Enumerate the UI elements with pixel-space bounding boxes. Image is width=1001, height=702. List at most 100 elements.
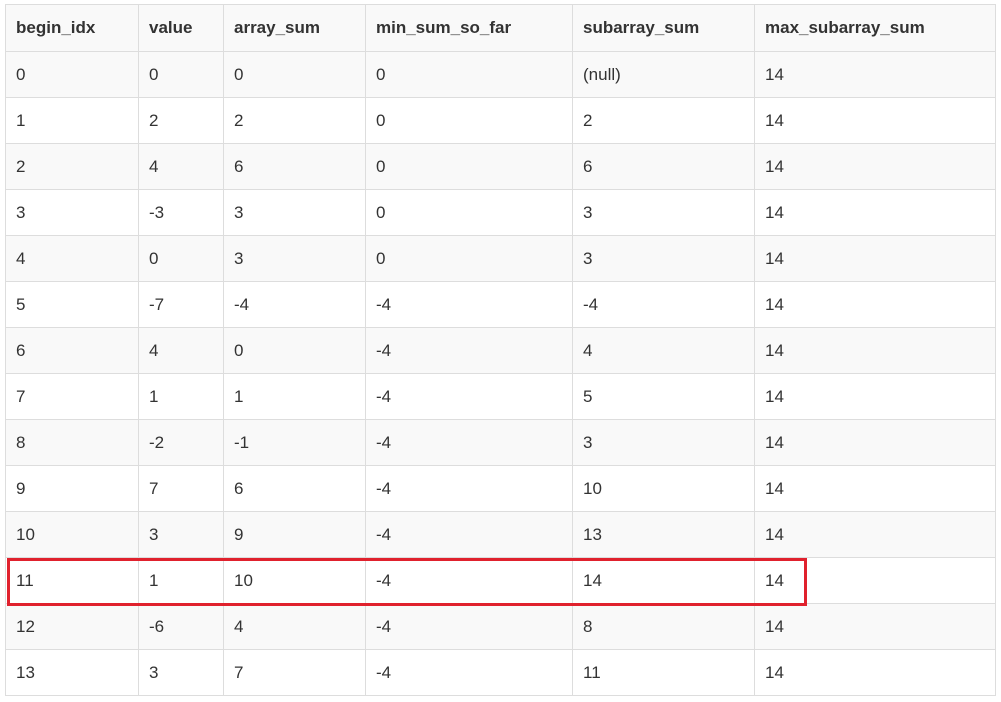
cell-min-sum-so-far: -4 — [365, 649, 573, 696]
cell-value: -7 — [138, 281, 224, 328]
cell-array-sum: 0 — [223, 51, 366, 98]
table-row: 7 1 1 -4 5 14 — [5, 373, 996, 420]
cell-array-sum: -4 — [223, 281, 366, 328]
table-row: 4 0 3 0 3 14 — [5, 235, 996, 282]
cell-begin-idx: 13 — [5, 649, 139, 696]
cell-begin-idx: 5 — [5, 281, 139, 328]
cell-max-subarray-sum: 14 — [754, 281, 996, 328]
cell-array-sum: 6 — [223, 143, 366, 190]
cell-subarray-sum: 3 — [572, 235, 755, 282]
cell-value: 3 — [138, 511, 224, 558]
cell-array-sum: 9 — [223, 511, 366, 558]
results-table-container: begin_idx value array_sum min_sum_so_far… — [5, 4, 996, 696]
cell-subarray-sum: 5 — [572, 373, 755, 420]
cell-value: 1 — [138, 557, 224, 604]
cell-array-sum: 2 — [223, 97, 366, 144]
cell-max-subarray-sum: 14 — [754, 603, 996, 650]
column-header-max-subarray-sum: max_subarray_sum — [754, 4, 996, 52]
table-row: 1 2 2 0 2 14 — [5, 97, 996, 144]
cell-array-sum: 3 — [223, 235, 366, 282]
cell-min-sum-so-far: -4 — [365, 511, 573, 558]
cell-value: 0 — [138, 51, 224, 98]
cell-array-sum: 10 — [223, 557, 366, 604]
cell-begin-idx: 9 — [5, 465, 139, 512]
cell-subarray-sum: 3 — [572, 189, 755, 236]
cell-value: 4 — [138, 143, 224, 190]
table-row: 2 4 6 0 6 14 — [5, 143, 996, 190]
cell-subarray-sum: (null) — [572, 51, 755, 98]
cell-subarray-sum: 8 — [572, 603, 755, 650]
cell-min-sum-so-far: -4 — [365, 373, 573, 420]
cell-value: 2 — [138, 97, 224, 144]
cell-array-sum: 3 — [223, 189, 366, 236]
cell-min-sum-so-far: -4 — [365, 327, 573, 374]
cell-subarray-sum: 6 — [572, 143, 755, 190]
cell-subarray-sum: 4 — [572, 327, 755, 374]
cell-max-subarray-sum: 14 — [754, 235, 996, 282]
cell-begin-idx: 2 — [5, 143, 139, 190]
cell-subarray-sum: 11 — [572, 649, 755, 696]
cell-begin-idx: 10 — [5, 511, 139, 558]
cell-max-subarray-sum: 14 — [754, 97, 996, 144]
cell-min-sum-so-far: 0 — [365, 51, 573, 98]
table-body: 0 0 0 0 (null) 14 1 2 2 0 2 14 2 4 6 0 6 14 3 -3 3 0 3 14 4 0 3 0 3 1… — [5, 51, 996, 696]
cell-subarray-sum: 3 — [572, 419, 755, 466]
table-row: 13 3 7 -4 11 14 — [5, 649, 996, 696]
table-row: 10 3 9 -4 13 14 — [5, 511, 996, 558]
cell-begin-idx: 6 — [5, 327, 139, 374]
cell-min-sum-so-far: -4 — [365, 419, 573, 466]
table-row: 12 -6 4 -4 8 14 — [5, 603, 996, 650]
column-header-value: value — [138, 4, 224, 52]
column-header-array-sum: array_sum — [223, 4, 366, 52]
cell-value: 7 — [138, 465, 224, 512]
cell-subarray-sum: 13 — [572, 511, 755, 558]
cell-begin-idx: 12 — [5, 603, 139, 650]
cell-begin-idx: 11 — [5, 557, 139, 604]
cell-value: -6 — [138, 603, 224, 650]
cell-array-sum: 7 — [223, 649, 366, 696]
table-row: 9 7 6 -4 10 14 — [5, 465, 996, 512]
table-row: 5 -7 -4 -4 -4 14 — [5, 281, 996, 328]
cell-max-subarray-sum: 14 — [754, 649, 996, 696]
cell-min-sum-so-far: 0 — [365, 143, 573, 190]
cell-min-sum-so-far: 0 — [365, 189, 573, 236]
cell-array-sum: -1 — [223, 419, 366, 466]
cell-min-sum-so-far: 0 — [365, 235, 573, 282]
table-row-highlighted: 11 1 10 -4 14 14 — [5, 557, 996, 604]
cell-max-subarray-sum: 14 — [754, 465, 996, 512]
column-header-begin-idx: begin_idx — [5, 4, 139, 52]
cell-begin-idx: 4 — [5, 235, 139, 282]
cell-max-subarray-sum: 14 — [754, 373, 996, 420]
cell-min-sum-so-far: -4 — [365, 281, 573, 328]
cell-begin-idx: 3 — [5, 189, 139, 236]
cell-array-sum: 4 — [223, 603, 366, 650]
cell-max-subarray-sum: 14 — [754, 419, 996, 466]
table-header-row: begin_idx value array_sum min_sum_so_far… — [5, 4, 996, 52]
column-header-min-sum-so-far: min_sum_so_far — [365, 4, 573, 52]
table-row: 6 4 0 -4 4 14 — [5, 327, 996, 374]
column-header-subarray-sum: subarray_sum — [572, 4, 755, 52]
cell-begin-idx: 8 — [5, 419, 139, 466]
cell-subarray-sum: -4 — [572, 281, 755, 328]
cell-max-subarray-sum: 14 — [754, 189, 996, 236]
cell-subarray-sum: 10 — [572, 465, 755, 512]
table-row: 3 -3 3 0 3 14 — [5, 189, 996, 236]
cell-value: 4 — [138, 327, 224, 374]
cell-begin-idx: 1 — [5, 97, 139, 144]
cell-subarray-sum: 14 — [572, 557, 755, 604]
cell-value: 1 — [138, 373, 224, 420]
cell-begin-idx: 0 — [5, 51, 139, 98]
cell-array-sum: 0 — [223, 327, 366, 374]
cell-max-subarray-sum: 14 — [754, 51, 996, 98]
cell-array-sum: 6 — [223, 465, 366, 512]
cell-min-sum-so-far: -4 — [365, 557, 573, 604]
cell-max-subarray-sum: 14 — [754, 511, 996, 558]
cell-array-sum: 1 — [223, 373, 366, 420]
cell-begin-idx: 7 — [5, 373, 139, 420]
table-row: 0 0 0 0 (null) 14 — [5, 51, 996, 98]
cell-min-sum-so-far: -4 — [365, 465, 573, 512]
cell-value: 0 — [138, 235, 224, 282]
cell-subarray-sum: 2 — [572, 97, 755, 144]
cell-value: -3 — [138, 189, 224, 236]
results-table: begin_idx value array_sum min_sum_so_far… — [5, 4, 996, 696]
